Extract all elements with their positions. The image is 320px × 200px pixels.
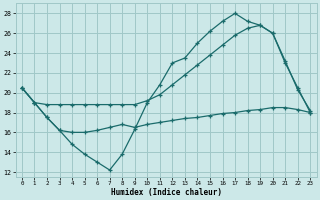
X-axis label: Humidex (Indice chaleur): Humidex (Indice chaleur) <box>111 188 221 197</box>
